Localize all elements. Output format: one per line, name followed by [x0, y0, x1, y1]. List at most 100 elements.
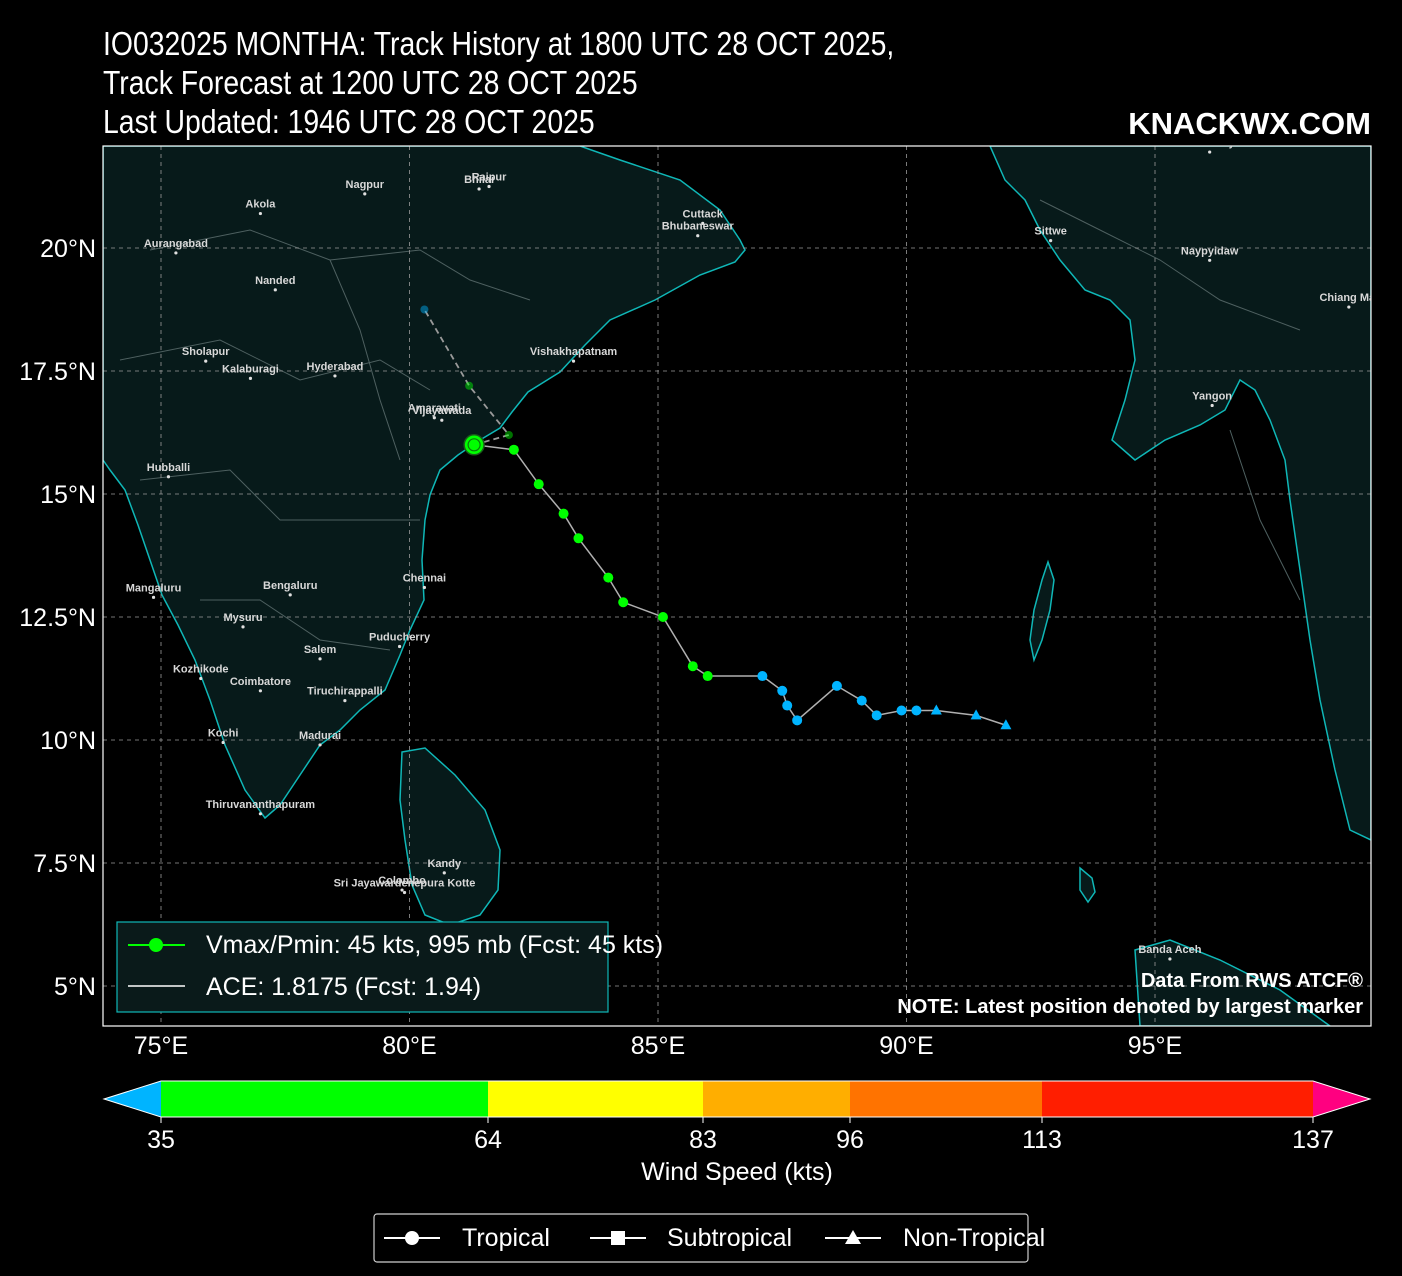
- track-point-tropical: [871, 710, 882, 721]
- city-label: Puducherry: [369, 632, 431, 644]
- myanmar-landmass: [989, 146, 1371, 841]
- city-dot: [258, 689, 262, 693]
- subtropical-marker-icon: [611, 1231, 625, 1245]
- city-dot: [1210, 403, 1214, 408]
- track-point-tropical: [856, 695, 867, 706]
- latest-position-note: NOTE: Latest position denoted by largest…: [897, 996, 1363, 1018]
- city-dot: [273, 288, 277, 292]
- track-point-tropical: [782, 700, 793, 711]
- track-point-tropical: [757, 671, 768, 682]
- lat-tick-label: 17.5°N: [19, 358, 96, 386]
- city-label: Bhubaneswar: [662, 221, 735, 233]
- track-point-tropical: [702, 671, 713, 682]
- city-label: Banda Aceh: [1138, 944, 1201, 956]
- city-dot: [402, 890, 407, 895]
- forecast-point: [465, 381, 474, 390]
- colorbar-tick-label: 64: [474, 1126, 502, 1154]
- city-label: Nagpur: [346, 179, 385, 191]
- storm-type-legend: Tropical Subtropical Non-Tropical: [373, 1213, 1045, 1263]
- colorbar-tick-label: 96: [836, 1126, 864, 1154]
- city-label: Raipur: [472, 172, 508, 184]
- city-label: Hyderabad: [307, 361, 364, 373]
- gridlines: [103, 146, 1371, 1026]
- tropical-marker-icon: [405, 1231, 419, 1245]
- city-label: Mysuru: [223, 612, 262, 624]
- track-point-tropical: [618, 597, 629, 608]
- track-point-tropical: [911, 705, 922, 716]
- city-label: Mandalay: [1185, 137, 1236, 149]
- andaman-islands: [1029, 559, 1055, 663]
- lat-tick-label: 7.5°N: [33, 850, 96, 878]
- city-dot: [221, 740, 225, 745]
- colorbar-segment: [850, 1081, 1042, 1117]
- city-label: Aurangabad: [144, 238, 208, 250]
- city-dot: [432, 416, 436, 420]
- track-point-non-tropical: [1000, 719, 1012, 730]
- city-label: Tiruchirappalli: [307, 686, 383, 698]
- city-label: Kalaburagi: [222, 363, 279, 375]
- city-dot: [1347, 305, 1351, 309]
- city-dot: [363, 192, 367, 196]
- colorbar-tick-label: 137: [1292, 1126, 1334, 1154]
- city-label: Madurai: [299, 730, 341, 742]
- latest-position-ring: [467, 438, 481, 452]
- track-point-tropical: [573, 533, 584, 544]
- city-dot: [288, 593, 292, 597]
- track-point-tropical: [558, 508, 569, 519]
- city-dot: [400, 888, 404, 892]
- city-label: Vishakhapatnam: [530, 346, 617, 358]
- track-point-tropical: [508, 444, 519, 455]
- track-history-line: [474, 444, 1007, 726]
- lat-tick-labels: 20°N 17.5°N 15°N 12.5°N 10°N 7.5°N 5°N: [19, 235, 96, 1001]
- city-dot: [318, 657, 322, 661]
- city-dot: [1208, 150, 1212, 154]
- city-dot: [343, 699, 347, 703]
- storm-track: [420, 305, 1012, 730]
- city-dot: [166, 475, 171, 479]
- city-dot: [701, 221, 705, 225]
- nicobar-islands: [1079, 866, 1096, 904]
- lat-tick-label: 12.5°N: [19, 604, 96, 632]
- track-point-non-tropical: [970, 709, 982, 720]
- lon-tick-labels: 75°E 80°E 85°E 90°E 95°E: [134, 1032, 1182, 1060]
- city-label: Bhilai: [464, 174, 494, 186]
- forecast-point: [420, 305, 429, 314]
- city-label: Colombo: [378, 875, 426, 887]
- city-dot: [318, 743, 322, 747]
- track-point-non-tropical: [930, 704, 942, 715]
- lon-tick-label: 75°E: [134, 1032, 188, 1060]
- city-label: Nanded: [255, 275, 295, 287]
- city-dot: [1049, 239, 1053, 243]
- colorbar-segment: [1042, 1081, 1313, 1117]
- legend-ace-label: ACE: 1.8175 (Fcst: 1.94): [206, 973, 481, 1001]
- colorbar-below-arrow: [104, 1081, 161, 1117]
- colorbar-segment: [488, 1081, 703, 1117]
- tropical-label: Tropical: [462, 1224, 550, 1252]
- city-dot: [1168, 957, 1172, 961]
- city-label: Chennai: [403, 572, 446, 584]
- city-label: Kozhikode: [173, 664, 229, 676]
- city-label: Thiruvananthapuram: [206, 799, 316, 811]
- city-label: Kochi: [208, 727, 239, 739]
- city-label: Naypyidaw: [1181, 245, 1239, 257]
- non-tropical-label: Non-Tropical: [903, 1224, 1045, 1252]
- city-dot: [487, 184, 491, 189]
- lon-tick-label: 95°E: [1128, 1032, 1182, 1060]
- lat-tick-label: 5°N: [54, 973, 96, 1001]
- city-dot: [151, 595, 156, 599]
- title-line-1: IO032025 MONTHA: Track History at 1800 U…: [103, 25, 895, 62]
- legend-vmax-label: Vmax/Pmin: 45 kts, 995 mb (Fcst: 45 kts): [206, 931, 663, 959]
- city-dot: [422, 585, 427, 590]
- city-label: Hubballi: [147, 462, 190, 474]
- lat-tick-label: 10°N: [40, 727, 96, 755]
- lon-tick-label: 85°E: [631, 1032, 685, 1060]
- city-dot: [333, 374, 337, 378]
- track-point-tropical: [603, 572, 614, 583]
- wind-speed-colorbar: 35 64 83 96 113 137: [102, 1080, 1372, 1154]
- map-land-layer: [103, 146, 1371, 1026]
- city-dot: [696, 234, 700, 238]
- lat-tick-label: 20°N: [40, 235, 96, 263]
- colorbar-label: Wind Speed (kts): [641, 1158, 833, 1186]
- legend-vmax-marker: [149, 938, 163, 952]
